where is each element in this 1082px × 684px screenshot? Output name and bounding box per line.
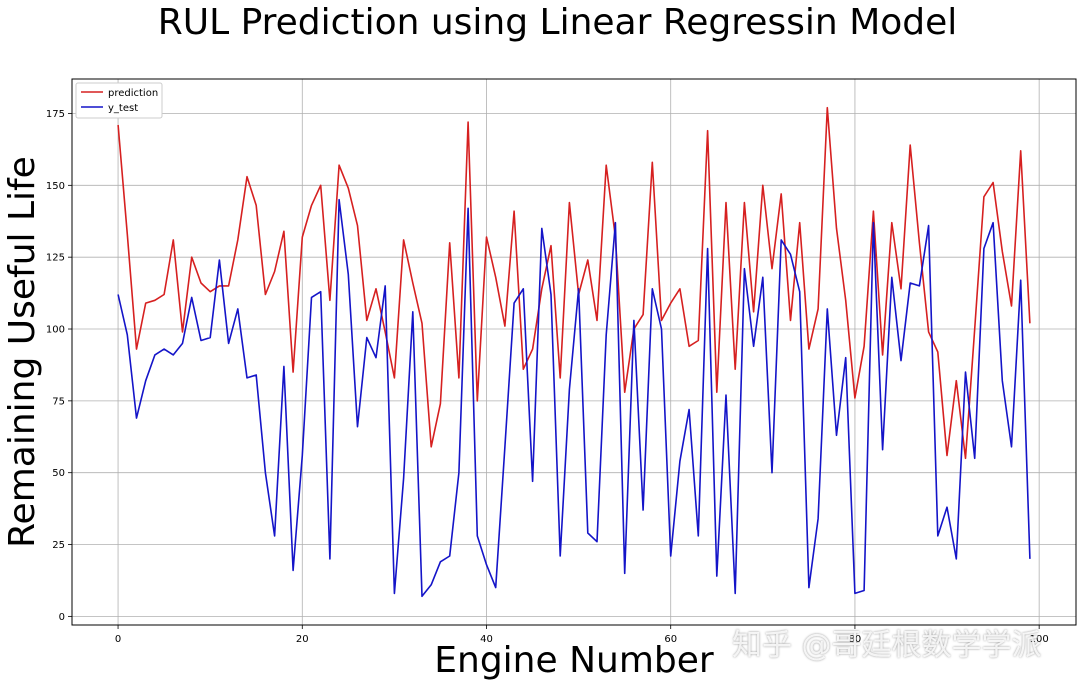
x-tick-label: 60 [664,634,677,645]
axis-ticks: 0 20 40 60 80 100 0 25 50 75 100 125 150 175 [46,109,1049,645]
series-lines [117,106,1031,598]
legend-label-prediction: prediction [108,88,158,99]
legend-label-y-test: y_test [108,103,138,114]
x-axis-label: Engine Number [434,640,714,681]
y-tick-label: 0 [59,612,65,623]
x-tick-label: 0 [115,634,121,645]
plot-frame [71,78,1077,626]
y-tick-label: 25 [52,540,65,551]
x-tick-label: 100 [1030,634,1049,645]
legend: prediction y_test [75,82,163,119]
x-tick-label: 80 [849,634,862,645]
y-tick-label: 175 [46,109,65,120]
grid-lines [72,79,1076,625]
series-line-y-test [117,198,1031,598]
series-line-prediction [117,106,1031,460]
y-tick-label: 75 [52,396,65,407]
y-tick-label: 150 [46,181,65,192]
y-tick-label: 50 [52,468,65,479]
y-tick-label: 125 [46,253,65,264]
chart-title: RUL Prediction using Linear Regressin Mo… [157,2,958,43]
y-tick-label: 100 [46,325,65,336]
watermark: 知乎 @哥廷根数学学派 [732,628,1042,663]
y-axis-label: Remaining Useful Life [2,156,43,548]
x-tick-label: 40 [480,634,493,645]
x-tick-label: 20 [296,634,309,645]
